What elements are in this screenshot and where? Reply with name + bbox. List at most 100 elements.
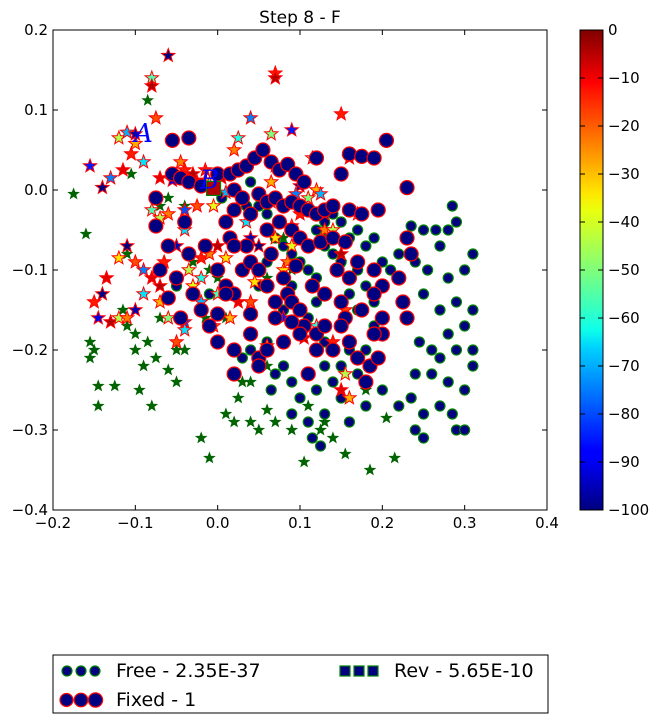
colored-stars-point-91 <box>333 381 350 397</box>
free-circles-point-22 <box>450 344 463 356</box>
green-stars-point-4 <box>87 343 101 356</box>
x-tick-label-1: −0.1 <box>117 514 153 532</box>
green-stars-point-8 <box>116 303 130 316</box>
free-circles-point-7 <box>467 248 479 260</box>
fixed-circles-point-23 <box>399 180 415 196</box>
free-circles-point-54 <box>319 360 331 372</box>
green-stars-point-37 <box>363 463 377 476</box>
colored-stars-point-99 <box>197 161 214 177</box>
free-circles-point-26 <box>442 376 454 388</box>
colorbar-tick-label-6: −60 <box>608 309 640 327</box>
legend-marker-1-0 <box>59 692 74 708</box>
free-circles-point-50 <box>265 384 277 396</box>
colorbar-tick-label-2: −20 <box>608 117 640 135</box>
x-tick-label-4: 0.2 <box>370 514 394 532</box>
colored-stars-point-25 <box>176 201 193 217</box>
colored-stars-point-39 <box>86 293 103 309</box>
colored-stars-point-83 <box>312 185 329 201</box>
colored-stars-point-66 <box>242 109 259 125</box>
legend-marker-1-2 <box>87 692 104 708</box>
fixed-circles-point-119 <box>197 238 213 254</box>
legend-marker-2-2 <box>367 665 379 677</box>
free-circles-point-74 <box>376 256 388 268</box>
green-stars-point-13 <box>137 359 150 372</box>
free-circles-point-1 <box>450 216 463 228</box>
legend-marker-1-1 <box>73 692 89 708</box>
green-stars-point-36 <box>338 447 352 460</box>
colorbar-tick-label-3: −30 <box>608 165 640 183</box>
y-tick-label-1: 0.1 <box>24 101 48 119</box>
fixed-circles-point-106 <box>243 306 259 322</box>
colored-stars-point-9 <box>135 153 152 169</box>
fixed-circles-point-82 <box>243 326 259 342</box>
free-circles-point-25 <box>426 368 438 380</box>
legend: Free - 2.35E-37 Fixed - 1 Rev - 5.65E-10 <box>59 660 534 711</box>
colored-stars-point-7 <box>123 145 140 161</box>
free-circles-point-21 <box>434 352 446 364</box>
fixed-circles-point-14 <box>280 156 296 172</box>
fixed-circles-point-57 <box>193 302 209 318</box>
free-circles-point-47 <box>286 376 298 388</box>
fixed-circles-point-89 <box>341 334 357 350</box>
free-circles-point-11 <box>442 272 454 284</box>
fixed-circles-point-102 <box>173 310 189 326</box>
colored-stars-point-12 <box>94 179 111 195</box>
colored-stars-point-23 <box>205 197 222 213</box>
colored-stars-point-0 <box>160 47 177 63</box>
green-stars-point-35 <box>326 431 340 444</box>
free-circles-point-6 <box>434 240 446 252</box>
fixed-circles-point-80 <box>210 334 226 350</box>
free-circles-point-27 <box>459 384 471 396</box>
colorbar-ticks: 0 −10 −20 −30 −40 −50 −60 −70 −80 −90 −100 <box>580 21 649 519</box>
green-stars-point-40 <box>314 423 327 436</box>
free-circles-point-80 <box>261 208 273 220</box>
fixed-circles-point-114 <box>329 262 345 278</box>
fixed-circles-point-76 <box>366 286 382 302</box>
fixed-circles-point-116 <box>304 278 320 294</box>
green-stars-point-58 <box>301 399 315 412</box>
colored-stars-point-65 <box>230 129 247 145</box>
green-stars-point-38 <box>380 411 393 424</box>
free-circles-point-3 <box>430 224 442 236</box>
free-circles-point-2 <box>446 200 458 212</box>
colorbar-tick-label-10: −100 <box>608 501 649 519</box>
colored-stars-point-93 <box>337 365 354 381</box>
free-circles-point-82 <box>245 176 257 188</box>
green-stars-point-44 <box>161 191 175 204</box>
fixed-circles-point-77 <box>374 310 390 326</box>
legend-marker-0-0 <box>61 665 73 677</box>
fixed-circles-point-1 <box>181 130 197 146</box>
free-circles-point-44 <box>306 432 318 444</box>
colorbar-tick-label-9: −90 <box>608 453 640 471</box>
free-circles-point-71 <box>352 224 364 236</box>
colored-stars-point-56 <box>193 269 210 285</box>
green-stars-point-19 <box>170 375 183 388</box>
fixed-circles-point-79 <box>399 310 415 326</box>
free-circles-point-57 <box>360 344 372 356</box>
y-tick-label-3: −0.1 <box>12 261 48 279</box>
fixed-circles-point-63 <box>251 262 267 278</box>
colored-stars-point-70 <box>267 69 284 85</box>
fixed-circles-point-48 <box>337 234 353 250</box>
free-circles-point-23 <box>467 344 479 356</box>
free-circles-point-13 <box>417 288 430 300</box>
colored-stars-point-10 <box>127 125 144 141</box>
green-stars-point-15 <box>145 399 159 412</box>
free-circles-point-32 <box>446 408 458 420</box>
fixed-circles-point-11 <box>255 142 271 158</box>
free-circles-point-29 <box>405 392 417 404</box>
fixed-circles-point-97 <box>148 218 164 234</box>
fixed-circles-point-94 <box>300 366 316 382</box>
fixed-circles-point-122 <box>148 190 164 206</box>
fixed-circles-point-113 <box>395 294 411 310</box>
legend-entry-2: Rev - 5.65E-10 <box>339 660 534 682</box>
fixed-circles-point-39 <box>226 202 242 218</box>
fixed-circles-point-81 <box>226 342 242 358</box>
colored-stars-point-34 <box>127 253 144 269</box>
free-circles-point-45 <box>302 416 314 428</box>
y-tick-label-0: 0.2 <box>24 21 48 39</box>
x-tick-label-6: 0.4 <box>535 514 559 532</box>
free-circles-point-31 <box>434 400 446 412</box>
fixed-circles-point-25 <box>234 190 250 206</box>
fixed-circles-point-38 <box>370 202 386 218</box>
